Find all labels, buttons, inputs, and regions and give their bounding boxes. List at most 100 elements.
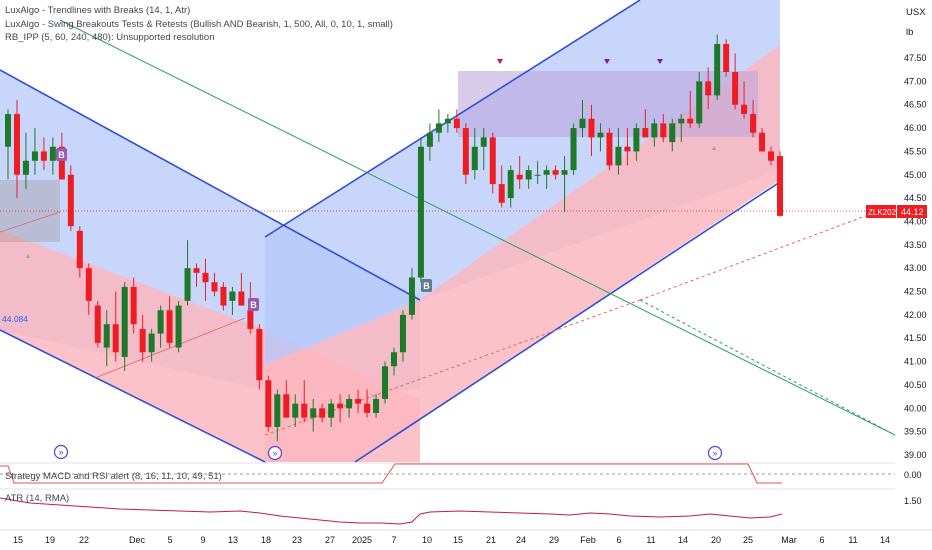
- price-axis[interactable]: 39.00 39.50 40.00 40.50 41.00 41.50 42.00 42.50…: [904, 53, 927, 460]
- atr-value: 1.50: [904, 496, 922, 506]
- candle-body: [229, 291, 236, 301]
- candle-body: [471, 146, 478, 171]
- purple-zone: [458, 71, 758, 137]
- arrow-circle-3-glyph: »: [712, 448, 717, 458]
- x-tick-label: 29: [549, 535, 559, 545]
- candle-body: [651, 123, 658, 138]
- price-axis-bg: [895, 0, 932, 550]
- macd-title[interactable]: Strategy MACD and RSI alert (8, 16, 11, …: [5, 471, 222, 482]
- candle-body: [157, 310, 164, 334]
- x-tick-label: 20: [711, 535, 721, 545]
- channel-line-upper-left: [0, 69, 421, 301]
- candle-body: [202, 272, 209, 283]
- y-tick-label: 39.50: [904, 427, 927, 437]
- candle-body: [453, 118, 460, 129]
- green-trendline: [59, 19, 896, 436]
- y-tick-label: 45.50: [904, 146, 927, 156]
- x-tick-label: 13: [228, 535, 238, 545]
- x-tick-label: 6: [819, 535, 824, 545]
- candle-body: [606, 132, 613, 166]
- y-tick-label: 42.50: [904, 287, 927, 297]
- price-tag: ZLK2025 44.12: [866, 205, 927, 218]
- currency-label[interactable]: USX: [906, 7, 926, 18]
- candle-body: [714, 43, 721, 96]
- candle-body: [660, 123, 667, 138]
- x-tick-label: Feb: [580, 535, 596, 545]
- candle-body: [624, 146, 631, 152]
- atr-line: [0, 497, 783, 525]
- x-tick-label: Mar: [781, 535, 797, 545]
- candle-body: [283, 394, 290, 418]
- candle-body: [669, 123, 676, 143]
- indicator-title-1[interactable]: LuxAlgo - Trendlines with Breaks (14, 1,…: [5, 5, 190, 16]
- arrow-circle-icon-2[interactable]: [267, 445, 283, 461]
- left-level-label: 44.084: [2, 314, 28, 324]
- x-tick-label: 10: [422, 535, 432, 545]
- candle-body: [426, 132, 433, 147]
- arrow-circle-icon-3[interactable]: [707, 445, 723, 461]
- x-tick-label: 11: [848, 535, 857, 545]
- candle-body: [211, 282, 218, 292]
- b-marker-1-label: B: [58, 150, 65, 160]
- candle-body: [76, 230, 83, 269]
- channel-zones: [0, 0, 780, 462]
- mid-red-line: [94, 317, 246, 379]
- unit-label: lb: [906, 27, 913, 38]
- y-tick-label: 44.50: [904, 193, 927, 203]
- indicator-title-3[interactable]: RB_IPP (5, 60, 240, 480): Unsupported re…: [5, 32, 214, 43]
- time-axis[interactable]: 15 19 22 Dec 5 9 13 18 23 27 2025 7 10 15 21 24 29 Feb 6 11…: [13, 535, 890, 545]
- x-tick-label: 14: [678, 535, 688, 545]
- b-marker-3-label: B: [423, 281, 430, 291]
- down-triangle-2: [604, 59, 610, 64]
- candle-body: [705, 81, 712, 96]
- candle-body: [561, 170, 568, 175]
- up-triangle-small-1: [712, 146, 716, 150]
- x-tick-label: 22: [79, 535, 89, 545]
- arrow-circle-1-glyph: »: [58, 447, 63, 457]
- candle-body: [139, 328, 146, 353]
- candle-body: [22, 160, 29, 175]
- x-tick-label: 21: [486, 535, 496, 545]
- candle-body: [67, 174, 74, 227]
- y-tick-label: 41.00: [904, 357, 927, 367]
- candle-body: [328, 403, 335, 418]
- candle-body: [462, 128, 469, 175]
- candle-body: [750, 114, 757, 133]
- candle-body: [723, 43, 730, 73]
- y-tick-label: 40.50: [904, 380, 927, 390]
- y-tick-label: 42.00: [904, 310, 927, 320]
- x-tick-label: 5: [167, 535, 172, 545]
- candle-body: [435, 123, 442, 133]
- candle-body: [552, 170, 559, 175]
- candle-body: [40, 151, 47, 161]
- b-marker-2: [248, 298, 259, 311]
- candle-body: [696, 81, 703, 124]
- candle-body: [687, 118, 694, 124]
- candle-body: [265, 380, 272, 427]
- y-tick-label: 44.00: [904, 216, 927, 226]
- macd-signal-line: [0, 463, 782, 484]
- b-marker-1: [56, 148, 67, 161]
- trend-lines: [0, 0, 896, 463]
- candle-body: [732, 72, 739, 105]
- channel-line-lower-right: [354, 181, 781, 463]
- y-tick-label: 45.00: [904, 170, 927, 180]
- arrow-circle-icon-1[interactable]: [53, 444, 69, 460]
- candle-body: [489, 137, 496, 185]
- y-tick-label: 43.00: [904, 263, 927, 273]
- indicator-title-2[interactable]: LuxAlgo - Swing Breakouts Tests & Retest…: [5, 19, 393, 30]
- candle-body: [5, 114, 11, 147]
- x-tick-label: 15: [13, 535, 23, 545]
- macd-panel: Strategy MACD and RSI alert (8, 16, 11, …: [0, 462, 922, 484]
- marker-group: B B B: [26, 59, 716, 311]
- candle-body: [292, 403, 299, 418]
- x-tick-label: 18: [261, 535, 271, 545]
- price-tag-value: 44.12: [901, 207, 924, 217]
- candle-body: [678, 118, 685, 124]
- candle-body: [175, 305, 182, 348]
- atr-title[interactable]: ATR (14, RMA): [5, 493, 69, 504]
- green-trendline-ext: [639, 299, 896, 436]
- y-tick-label: 46.50: [904, 100, 927, 110]
